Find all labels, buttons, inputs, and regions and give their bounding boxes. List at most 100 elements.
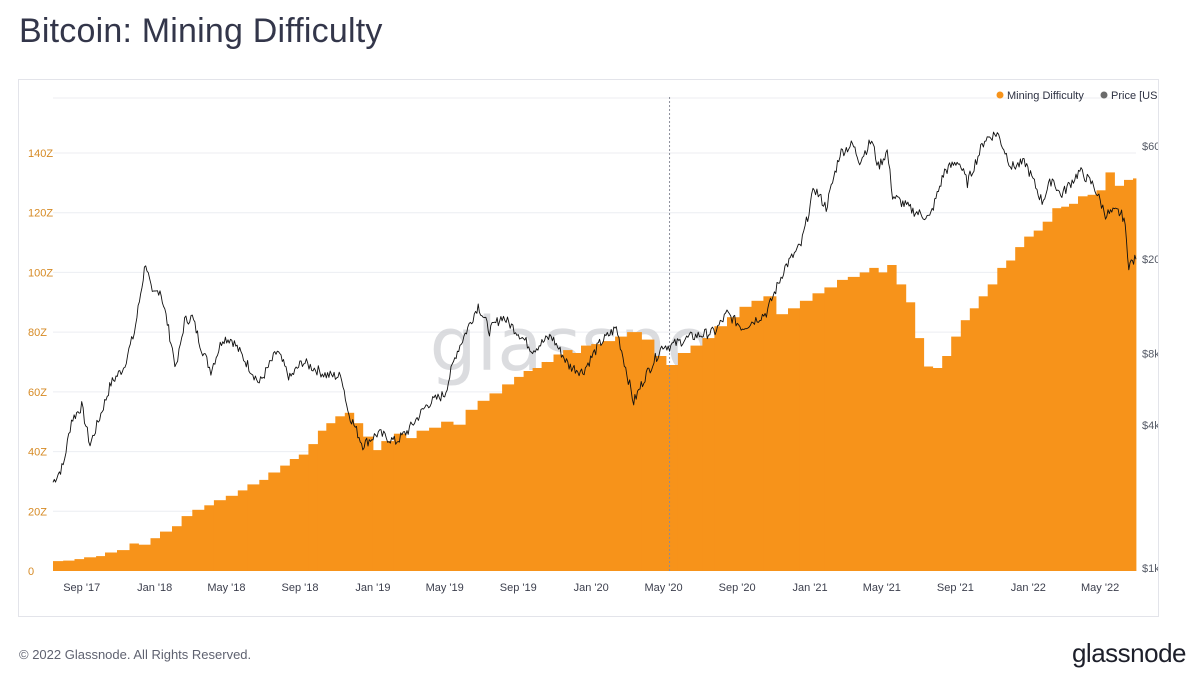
difficulty-bar — [405, 438, 417, 571]
difficulty-bar — [739, 306, 752, 571]
difficulty-bar — [105, 552, 118, 571]
difficulty-bar — [654, 356, 667, 571]
difficulty-bar — [326, 423, 336, 571]
difficulty-bar — [878, 272, 888, 571]
difficulty-bar — [84, 557, 97, 571]
price-line — [52, 131, 1137, 483]
difficulty-bar — [847, 276, 861, 571]
difficulty-bar — [489, 393, 503, 571]
difficulty-bar — [987, 284, 998, 571]
difficulty-bar — [308, 444, 319, 571]
x-tick-label: Jan '21 — [793, 582, 828, 594]
difficulty-bar — [591, 344, 603, 571]
difficulty-bar — [523, 371, 533, 571]
difficulty-bar — [714, 326, 728, 571]
difficulty-bar — [553, 354, 564, 571]
difficulty-bar — [477, 400, 490, 571]
difficulty-bar — [280, 465, 291, 571]
difficulty-bar — [317, 430, 327, 571]
difficulty-bar — [859, 272, 870, 571]
difficulty-bar — [204, 505, 215, 571]
difficulty-bar — [997, 267, 1007, 571]
difficulty-bar — [160, 531, 173, 571]
difficulty-bar — [905, 302, 916, 571]
difficulty-bar — [429, 427, 442, 571]
x-tick-label: Jan '19 — [355, 582, 390, 594]
copyright-footer: © 2022 Glassnode. All Rights Reserved. — [19, 647, 252, 662]
glassnode-logo[interactable]: glassnode — [1071, 638, 1187, 668]
x-tick-label: Sep '20 — [719, 582, 756, 594]
difficulty-bar — [541, 362, 554, 571]
x-tick-label: May '21 — [863, 582, 901, 594]
difficulty-bar — [799, 300, 813, 571]
y-left-tick-label: 40Z — [28, 447, 47, 459]
difficulty-bar — [960, 320, 971, 571]
difficulty-bar — [502, 384, 515, 571]
y-left-tick-label: 80Z — [28, 327, 47, 339]
difficulty-bar — [627, 332, 642, 571]
mining-difficulty-chart: 0 20Z 40Z 60Z 80Z 100Z 120Z 140Z $1k $4k $8k $20k $6… — [28, 90, 1158, 594]
x-tick-label: Jan '22 — [1011, 582, 1046, 594]
difficulty-bar — [641, 339, 655, 571]
difficulty-bar — [532, 368, 542, 571]
difficulty-bar — [923, 366, 934, 571]
difficulty-bar — [751, 300, 764, 571]
difficulty-bar — [74, 559, 85, 571]
difficulty-bar — [335, 416, 346, 571]
y-left-tick-label: 100Z — [28, 267, 53, 279]
difficulty-bar — [1124, 179, 1134, 571]
difficulty-bar — [1033, 230, 1044, 571]
y-left-tick-label: 0 — [28, 566, 34, 578]
difficulty-bar — [978, 296, 989, 571]
difficulty-bar — [465, 409, 478, 571]
difficulty-bar — [1006, 260, 1016, 571]
difficulty-bar — [1087, 194, 1097, 572]
difficulty-bar — [1061, 206, 1070, 571]
y-right-tick-label: $60k — [1142, 141, 1158, 153]
y-right-tick-label: $4k — [1142, 420, 1158, 432]
difficulty-bar — [563, 350, 573, 571]
difficulty-bar — [1024, 236, 1035, 571]
difficulty-bar — [129, 543, 139, 571]
y-left-tick-label: 60Z — [28, 387, 47, 399]
difficulty-bar — [1114, 185, 1125, 572]
difficulty-bar — [690, 345, 703, 571]
difficulty-bar — [150, 538, 161, 571]
difficulty-bar — [824, 287, 838, 571]
difficulty-bar — [615, 336, 628, 571]
y-right-tick-label: $1k — [1142, 563, 1158, 575]
legend-difficulty-swatch — [996, 91, 1004, 99]
difficulty-bar — [572, 353, 582, 571]
difficulty-bar — [677, 353, 691, 571]
difficulty-bar — [393, 433, 407, 571]
y-left-tick-label: 140Z — [28, 148, 53, 160]
difficulty-bar — [812, 293, 825, 571]
difficulty-bar — [837, 279, 849, 571]
x-tick-label: May '18 — [207, 582, 245, 594]
difficulty-bar — [181, 516, 193, 571]
difficulty-bar — [896, 284, 907, 571]
difficulty-bar — [247, 484, 260, 571]
difficulty-bar — [1052, 208, 1062, 571]
difficulty-bar — [298, 454, 309, 571]
difficulty-bar — [666, 365, 679, 571]
y-right-tick-label: $20k — [1142, 254, 1158, 266]
difficulty-bar — [942, 356, 952, 571]
x-tick-label: Sep '18 — [281, 582, 318, 594]
x-tick-label: Jan '18 — [137, 582, 172, 594]
difficulty-bar — [702, 338, 715, 571]
difficulty-bar — [344, 412, 355, 571]
difficulty-bar — [1133, 178, 1137, 571]
difficulty-bar — [268, 472, 281, 571]
legend-price-label: Price [USD] — [1111, 90, 1158, 102]
page-title: Bitcoin: Mining Difficulty — [19, 12, 383, 50]
difficulty-bar — [117, 550, 130, 571]
difficulty-bar — [727, 317, 740, 571]
x-tick-label: Sep '21 — [937, 582, 974, 594]
difficulty-bar — [237, 490, 248, 571]
difficulty-bar — [441, 421, 454, 571]
difficulty-bar — [53, 561, 64, 571]
difficulty-bar — [514, 376, 525, 571]
difficulty-bar — [1015, 247, 1025, 571]
difficulty-bar — [372, 450, 382, 571]
